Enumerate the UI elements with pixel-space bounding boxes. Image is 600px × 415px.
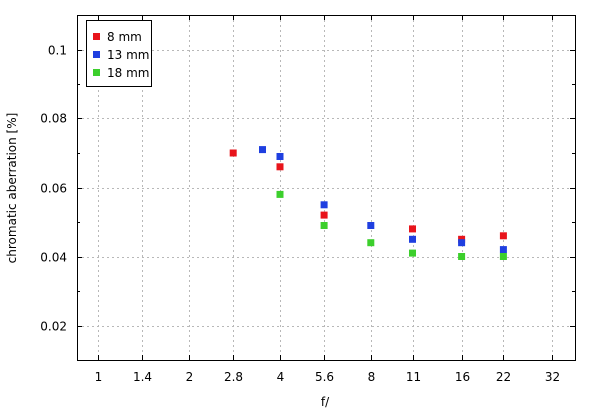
legend-swatch [93,51,100,58]
legend-swatch [93,69,100,76]
x-tick-label: 2.8 [224,370,243,384]
data-point-series-0 [229,149,237,157]
data-point-series-1 [276,153,284,160]
data-point-series-0 [276,163,284,171]
data-point-series-2 [276,190,284,198]
legend-swatch [93,33,100,40]
y-tick-label: 0.04 [40,251,67,265]
data-point-series-2 [320,222,328,229]
legend-label: 8 mm [107,30,142,44]
x-tick-label: 8 [368,370,376,384]
data-point-series-0 [499,232,507,240]
data-point-series-0 [320,211,328,219]
x-tick-labels: 1 1.4 2 2.8 4 5.6 8 11 16 22 32 [95,370,560,384]
x-tick-label: 1.4 [133,370,152,384]
data-point-series-1 [259,146,266,154]
data-point-series-0 [409,225,416,233]
y-tick-label: 0.08 [40,112,67,126]
data-point-series-1 [409,235,416,243]
y-tick-label: 0.06 [40,182,67,196]
y-axis-title: chromatic aberration [%] [5,113,19,264]
data-point-series-2 [499,253,507,260]
data-point-series-1 [458,239,466,247]
plot-frame [77,15,576,361]
data-point-series-1 [499,246,507,254]
x-tick-label: 32 [545,370,560,384]
legend-label: 13 mm [107,48,149,62]
y-tick-label: 0.1 [48,44,67,58]
x-tick-label: 16 [455,370,470,384]
legend: 8 mm 13 mm 18 mm [86,20,152,87]
x-tick-label: 2 [186,370,194,384]
legend-label: 18 mm [107,66,149,80]
data-point-series-2 [367,239,375,247]
y-tick-label: 0.02 [40,320,67,334]
data-point-series-1 [320,201,328,209]
x-tick-label: 22 [496,370,511,384]
data-point-series-2 [409,249,416,257]
data-points [229,146,507,260]
grid [77,15,575,360]
x-tick-label: 11 [406,370,421,384]
x-tick-label: 1 [95,370,103,384]
y-tick-labels: 0.02 0.04 0.06 0.08 0.1 [40,44,67,334]
x-tick-label: 4 [277,370,285,384]
data-point-series-2 [458,253,466,260]
data-point-series-1 [367,222,375,229]
x-axis-title: f/ [321,395,330,409]
x-tick-label: 5.6 [315,370,334,384]
